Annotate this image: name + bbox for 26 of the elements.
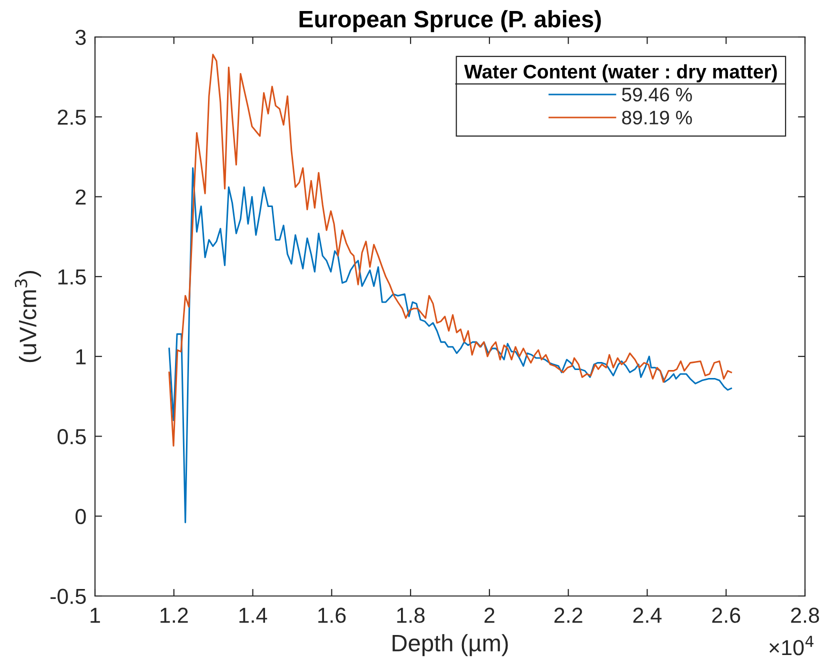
x-axis-title: Depth (µm) <box>392 634 508 656</box>
y-tick-label: 1 <box>76 349 86 364</box>
y-tick-label: -0.5 <box>50 588 86 604</box>
x-tick-label: 1.6 <box>318 608 346 623</box>
y-tick-label: 0.5 <box>58 429 86 444</box>
chart-title: European Spruce (P. abies) <box>300 10 601 32</box>
y-tick-label: 1.5 <box>58 270 86 285</box>
x-tick-label: 1.4 <box>239 608 268 623</box>
line-series <box>168 167 732 524</box>
y-tick-label: 2 <box>76 189 86 205</box>
x-tick-label: 2.8 <box>791 608 820 623</box>
x-tick-label: 2.4 <box>633 608 662 623</box>
y-tick-label: 3 <box>76 30 86 46</box>
x-tick-label: 1.8 <box>397 608 425 623</box>
x-tick-label: 1.2 <box>160 608 188 623</box>
x-tick-label: 1 <box>90 608 100 623</box>
x-tick-label: 2.2 <box>554 608 582 623</box>
y-tick-label: 2.5 <box>58 110 86 125</box>
y-tick-label: 0 <box>76 508 86 524</box>
text: ×10$^{4}$ <box>770 636 814 656</box>
x-tick-label: 2 <box>484 608 494 623</box>
legend-title: Water Content (water : dry matter) <box>464 64 777 82</box>
x-tick-label: 2.6 <box>712 608 740 623</box>
legend-label: 59.46 % <box>622 88 692 102</box>
y-axis-title: (uV/cm$^{3}$) <box>14 271 41 362</box>
legend-label: 89.19 % <box>622 110 692 124</box>
